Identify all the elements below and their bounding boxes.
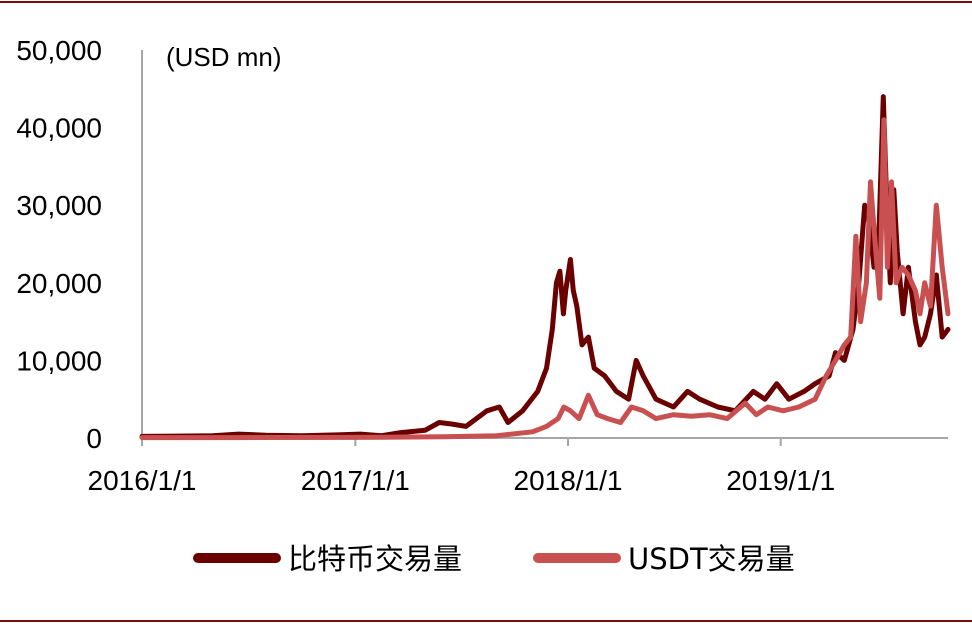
legend: 比特币交易量 USDT交易量	[193, 542, 795, 576]
y-tick-label: 40,000	[16, 113, 102, 144]
unit-label: (USD mn)	[166, 42, 282, 72]
legend-label-usdt: USDT交易量	[628, 542, 795, 576]
series-line-usdt	[139, 117, 951, 441]
y-tick-label: 50,000	[16, 35, 102, 66]
x-axis-ticks: 2016/1/1 2017/1/1 2018/1/1 2019/1/1	[88, 438, 835, 496]
y-tick-label: 10,000	[16, 345, 102, 376]
legend-label-btc: 比特币交易量	[288, 542, 462, 576]
x-tick-label: 2019/1/1	[726, 465, 835, 496]
series-line-btc	[139, 94, 951, 439]
series-group	[139, 94, 951, 441]
x-tick-label: 2018/1/1	[514, 465, 623, 496]
y-tick-label: 30,000	[16, 190, 102, 221]
y-tick-label: 20,000	[16, 268, 102, 299]
y-tick-label: 0	[86, 423, 102, 454]
x-tick-label: 2017/1/1	[301, 465, 410, 496]
x-tick-label: 2016/1/1	[88, 465, 197, 496]
y-axis-ticks: 0 10,000 20,000 30,000 40,000 50,000	[16, 35, 102, 454]
